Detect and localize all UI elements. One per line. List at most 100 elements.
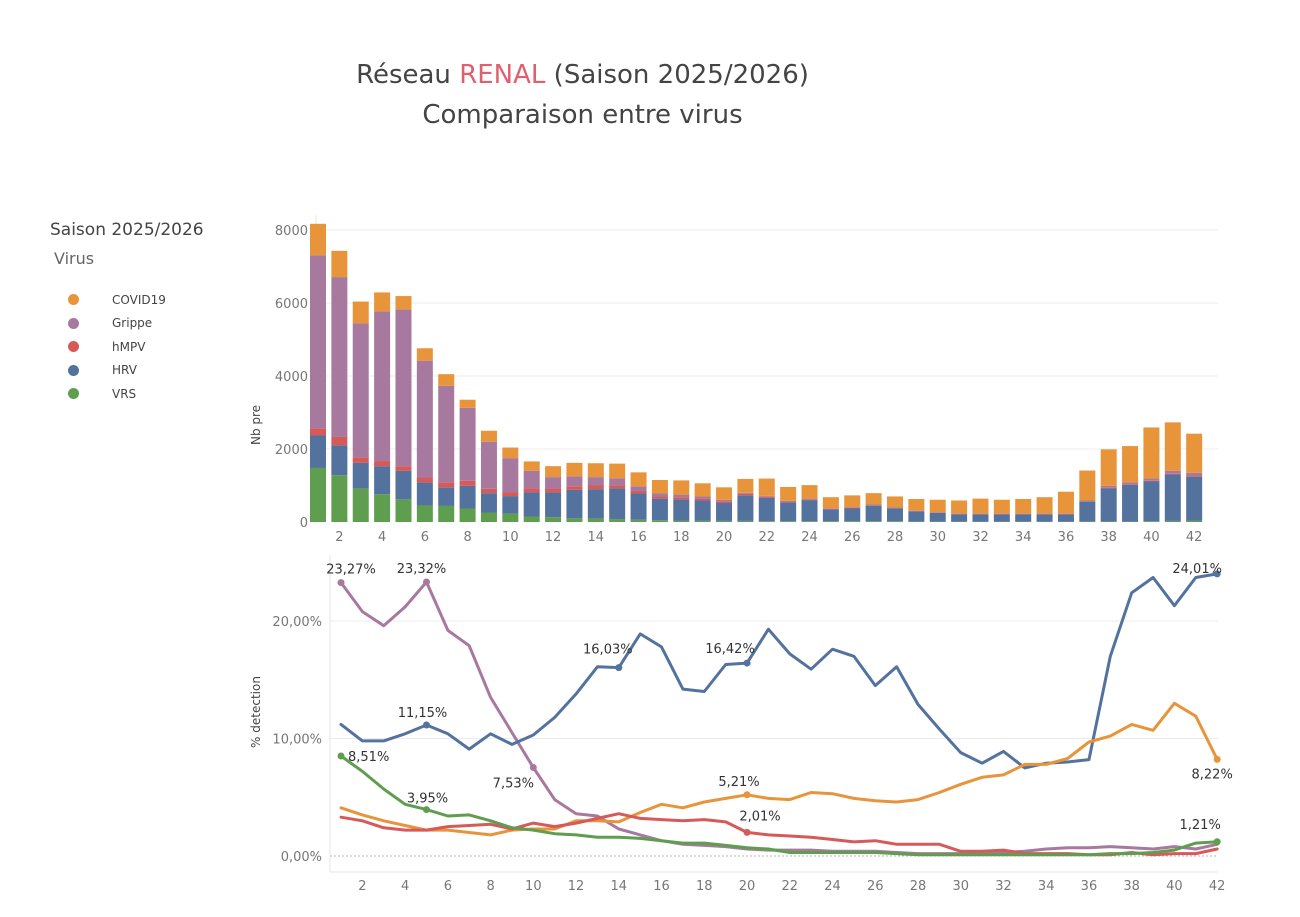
bar-segment-hrv [630,493,647,520]
line-data-label: 7,53% [493,777,534,792]
bar-segment-hrv [587,489,604,519]
bar-segment-hrv [780,502,797,522]
bar-y-tick-label: 6000 [275,297,308,312]
bar-segment-hmpv [587,485,604,490]
bar-segment-hmpv [502,492,519,497]
bar-segment-vrs [758,521,775,522]
bar-segment-vrs [673,520,690,522]
bar-segment-hrv [523,492,540,517]
bar-x-tick-label: 6 [421,530,429,545]
line-marker-grippe [422,578,430,586]
bar-y-tick-label: 4000 [275,370,308,385]
legend-item-vrs[interactable]: VRS [68,382,166,406]
bar-segment-grippe [1164,470,1181,474]
line-x-tick-label: 36 [1081,879,1098,894]
bar-segment-grippe [374,311,391,462]
legend-dot-icon [68,294,79,306]
bar-x-tick-label: 40 [1143,530,1160,545]
bar-segment-covid19 [844,495,861,508]
bar-segment-grippe [694,496,711,499]
bar-segment-covid19 [1036,497,1053,514]
bar-segment-vrs [566,518,583,522]
bar-segment-covid19 [694,483,711,497]
bar-segment-grippe [758,495,775,497]
bar-segment-hmpv [523,488,540,493]
bar-segment-hrv [331,445,348,476]
line-marker-covid19 [743,791,751,799]
bar-segment-grippe [1079,500,1096,502]
bar-segment-hrv [395,470,412,500]
line-marker-hrv [1213,570,1221,578]
bar-segment-covid19 [416,348,433,361]
bar-segment-covid19 [502,447,519,459]
bar-segment-covid19 [310,223,326,256]
bar-y-axis-label: Nb pre [249,405,263,445]
bar-segment-grippe [331,277,348,437]
bar-segment-covid19 [1057,491,1074,514]
bar-segment-vrs [822,521,839,522]
line-x-tick-label: 30 [952,879,969,894]
bar-segment-covid19 [716,487,733,500]
bar-segment-hrv [1079,501,1096,522]
legend-label: HRV [112,363,137,378]
bar-segment-hrv [844,508,861,522]
bar-segment-hrv [865,505,882,522]
line-data-label: 5,21% [718,775,759,790]
bar-segment-hrv [972,514,989,522]
line-x-tick-label: 42 [1209,879,1226,894]
chart-subtitle: Comparaison entre virus [422,100,743,130]
bar-segment-covid19 [523,461,540,471]
bar-segment-hmpv [780,501,797,503]
bar-segment-vrs [416,505,433,522]
bar-segment-vrs [1143,521,1160,522]
line-x-tick-label: 28 [910,879,927,894]
bar-segment-covid19 [1164,422,1181,471]
bar-segment-covid19 [331,250,348,278]
bar-segment-grippe [630,486,647,491]
bar-segment-grippe [438,385,455,483]
bar-segment-hmpv [630,490,647,494]
legend-item-hrv[interactable]: HRV [68,359,166,383]
bar-segment-hrv [737,495,754,521]
bar-segment-hmpv [480,488,497,494]
title-accent: RENAL [459,60,546,90]
line-x-tick-label: 4 [401,879,409,894]
bar-x-tick-label: 4 [378,530,386,545]
bar-segment-covid19 [609,463,626,479]
bar-segment-vrs [310,467,326,522]
line-y-tick-label: 10,00% [272,733,322,748]
legend-label: Grippe [112,316,153,331]
bar-segment-hrv [951,514,968,522]
bar-segment-covid19 [673,480,690,495]
line-series-covid19 [339,701,1219,837]
legend-item-hmpv[interactable]: hMPV [68,335,166,359]
bar-segment-hrv [758,497,775,522]
line-marker-vrs [337,752,345,760]
line-data-label: 1,21% [1180,818,1221,833]
bar-segment-hrv [1164,474,1181,521]
bar-segment-grippe [587,477,604,486]
bar-segment-covid19 [886,496,903,508]
bar-segment-vrs [438,505,455,522]
bar-segment-grippe [416,360,433,478]
line-x-tick-label: 34 [1038,879,1055,894]
bar-segment-hrv [310,435,326,468]
legend-item-covid19[interactable]: COVID19 [68,288,166,312]
bar-segment-hmpv [822,508,839,510]
bar-segment-covid19 [459,399,476,408]
bar-segment-hmpv [352,457,369,463]
bar-segment-grippe [780,500,797,502]
bar-segment-hmpv [1143,480,1160,482]
line-x-tick-label: 32 [995,879,1012,894]
bar-segment-covid19 [865,493,882,505]
legend-label: VRS [112,386,137,401]
bar-segment-covid19 [480,430,497,442]
legend-item-grippe[interactable]: Grippe [68,312,166,336]
bar-segment-hmpv [844,507,861,509]
line-marker-hrv [615,664,623,672]
legend-dot-icon [68,317,79,329]
legend-dot-icon [68,364,79,376]
bar-segment-hrv [1122,484,1139,522]
bar-segment-hmpv [395,466,412,471]
line-x-tick-label: 38 [1123,879,1140,894]
